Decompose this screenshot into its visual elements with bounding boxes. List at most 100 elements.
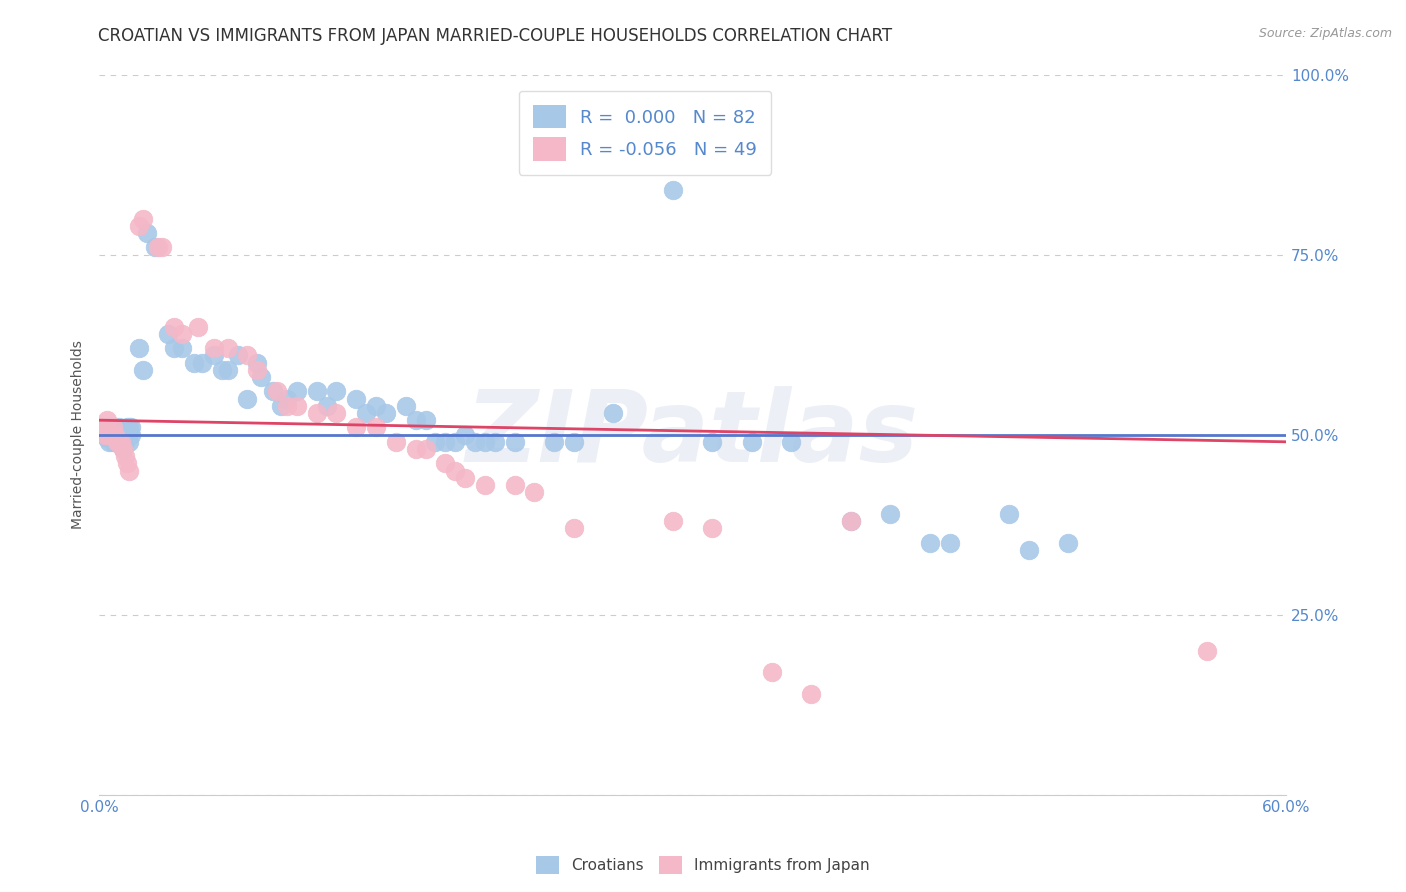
Point bbox=[94, 420, 117, 434]
Point bbox=[115, 420, 138, 434]
Point bbox=[108, 434, 131, 449]
Point bbox=[236, 348, 259, 362]
Point bbox=[354, 406, 377, 420]
Point bbox=[562, 521, 585, 535]
Point bbox=[503, 478, 526, 492]
Point bbox=[385, 434, 408, 449]
Point bbox=[131, 211, 153, 226]
Point bbox=[114, 427, 136, 442]
Point bbox=[118, 434, 141, 449]
Point bbox=[395, 399, 418, 413]
Point bbox=[454, 471, 477, 485]
Point bbox=[183, 355, 205, 369]
Point bbox=[100, 424, 122, 438]
Point bbox=[315, 399, 337, 413]
Point bbox=[761, 665, 783, 680]
Point bbox=[305, 406, 328, 420]
Point bbox=[104, 427, 127, 442]
Point bbox=[602, 406, 624, 420]
Point bbox=[98, 427, 121, 442]
Point bbox=[98, 434, 121, 449]
Point bbox=[143, 240, 166, 254]
Point bbox=[839, 514, 862, 528]
Point bbox=[780, 434, 803, 449]
Text: Source: ZipAtlas.com: Source: ZipAtlas.com bbox=[1258, 27, 1392, 40]
Point bbox=[364, 420, 387, 434]
Point bbox=[285, 384, 308, 399]
Point bbox=[163, 341, 186, 355]
Point bbox=[148, 240, 170, 254]
Point bbox=[191, 355, 214, 369]
Point bbox=[101, 434, 124, 449]
Point bbox=[938, 535, 960, 549]
Point bbox=[484, 434, 506, 449]
Point bbox=[250, 370, 273, 384]
Point bbox=[202, 341, 225, 355]
Point bbox=[344, 420, 367, 434]
Point bbox=[444, 434, 467, 449]
Point bbox=[96, 431, 118, 445]
Point bbox=[111, 442, 134, 456]
Point bbox=[562, 434, 585, 449]
Point bbox=[104, 427, 127, 442]
Point bbox=[110, 434, 132, 449]
Point bbox=[111, 424, 134, 438]
Point bbox=[523, 485, 546, 500]
Point bbox=[998, 507, 1021, 521]
Point bbox=[434, 457, 457, 471]
Point bbox=[211, 363, 233, 377]
Point bbox=[276, 392, 298, 406]
Point bbox=[464, 434, 486, 449]
Point bbox=[325, 384, 347, 399]
Point bbox=[474, 434, 496, 449]
Point bbox=[111, 442, 134, 456]
Point bbox=[135, 226, 157, 240]
Point bbox=[305, 384, 328, 399]
Point bbox=[405, 413, 427, 427]
Point bbox=[918, 535, 941, 549]
Text: CROATIAN VS IMMIGRANTS FROM JAPAN MARRIED-COUPLE HOUSEHOLDS CORRELATION CHART: CROATIAN VS IMMIGRANTS FROM JAPAN MARRIE… bbox=[98, 27, 893, 45]
Point bbox=[96, 413, 118, 427]
Point bbox=[128, 341, 150, 355]
Point bbox=[741, 434, 763, 449]
Point bbox=[474, 478, 496, 492]
Point bbox=[105, 434, 128, 449]
Point bbox=[1018, 542, 1040, 557]
Point bbox=[91, 427, 114, 442]
Point bbox=[415, 442, 437, 456]
Point bbox=[172, 326, 194, 341]
Point bbox=[128, 219, 150, 233]
Point bbox=[285, 399, 308, 413]
Point bbox=[118, 464, 141, 478]
Point bbox=[344, 392, 367, 406]
Point bbox=[266, 384, 288, 399]
Point bbox=[152, 240, 174, 254]
Point bbox=[270, 399, 292, 413]
Point bbox=[114, 449, 136, 463]
Point bbox=[415, 413, 437, 427]
Point bbox=[503, 434, 526, 449]
Point bbox=[543, 434, 565, 449]
Point bbox=[187, 319, 209, 334]
Point bbox=[839, 514, 862, 528]
Point bbox=[1057, 535, 1080, 549]
Point bbox=[108, 427, 131, 442]
Y-axis label: Married-couple Households: Married-couple Households bbox=[72, 340, 86, 529]
Point bbox=[434, 434, 457, 449]
Point bbox=[98, 420, 121, 434]
Point bbox=[100, 427, 122, 442]
Point bbox=[115, 457, 138, 471]
Point bbox=[262, 384, 284, 399]
Point bbox=[800, 687, 823, 701]
Point bbox=[425, 434, 447, 449]
Point bbox=[405, 442, 427, 456]
Point bbox=[236, 392, 259, 406]
Point bbox=[101, 420, 124, 434]
Point bbox=[246, 355, 269, 369]
Point bbox=[661, 514, 683, 528]
Point bbox=[374, 406, 396, 420]
Point bbox=[444, 464, 467, 478]
Point bbox=[454, 427, 477, 442]
Point bbox=[325, 406, 347, 420]
Point bbox=[1195, 643, 1218, 657]
